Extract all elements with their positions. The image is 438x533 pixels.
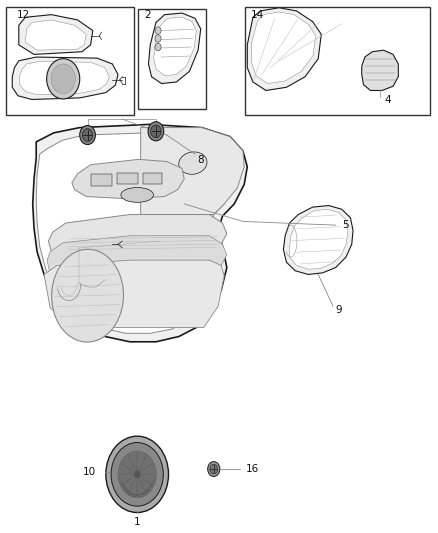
Circle shape — [148, 122, 164, 141]
Bar — [6, 7, 134, 115]
Text: 10: 10 — [83, 467, 96, 477]
Text: 5: 5 — [342, 220, 348, 230]
Circle shape — [118, 451, 156, 498]
Bar — [117, 173, 138, 184]
Circle shape — [210, 464, 218, 474]
Polygon shape — [12, 57, 118, 100]
Polygon shape — [47, 236, 227, 280]
Circle shape — [155, 35, 161, 42]
Polygon shape — [290, 209, 348, 269]
Polygon shape — [72, 159, 184, 199]
Circle shape — [47, 59, 80, 99]
Polygon shape — [362, 50, 398, 91]
Circle shape — [82, 128, 93, 141]
Text: 8: 8 — [197, 155, 204, 165]
Polygon shape — [283, 206, 353, 274]
Ellipse shape — [121, 188, 153, 203]
Circle shape — [80, 125, 95, 144]
Polygon shape — [44, 260, 224, 327]
Polygon shape — [48, 215, 227, 260]
Circle shape — [155, 43, 161, 51]
Circle shape — [208, 462, 220, 477]
Text: 4: 4 — [385, 95, 391, 105]
Bar — [138, 10, 206, 109]
Circle shape — [134, 471, 140, 478]
Circle shape — [155, 27, 161, 34]
Polygon shape — [33, 124, 247, 342]
Polygon shape — [148, 13, 201, 84]
Text: 14: 14 — [251, 10, 264, 20]
Text: 16: 16 — [246, 464, 259, 474]
Ellipse shape — [52, 249, 124, 342]
Polygon shape — [19, 14, 93, 54]
Polygon shape — [36, 133, 237, 333]
Polygon shape — [25, 20, 86, 50]
Ellipse shape — [179, 152, 207, 174]
Circle shape — [51, 64, 75, 94]
Circle shape — [111, 442, 163, 506]
Circle shape — [106, 436, 169, 513]
Text: 1: 1 — [134, 517, 141, 527]
Bar — [143, 173, 162, 184]
Polygon shape — [20, 61, 110, 95]
Text: 2: 2 — [144, 10, 151, 20]
Bar — [245, 7, 430, 115]
Polygon shape — [154, 17, 196, 76]
Bar — [91, 174, 113, 186]
Polygon shape — [141, 127, 244, 215]
Text: 12: 12 — [17, 10, 30, 20]
Circle shape — [151, 125, 161, 138]
Polygon shape — [252, 12, 316, 84]
Text: 9: 9 — [336, 305, 342, 315]
Polygon shape — [247, 8, 321, 91]
